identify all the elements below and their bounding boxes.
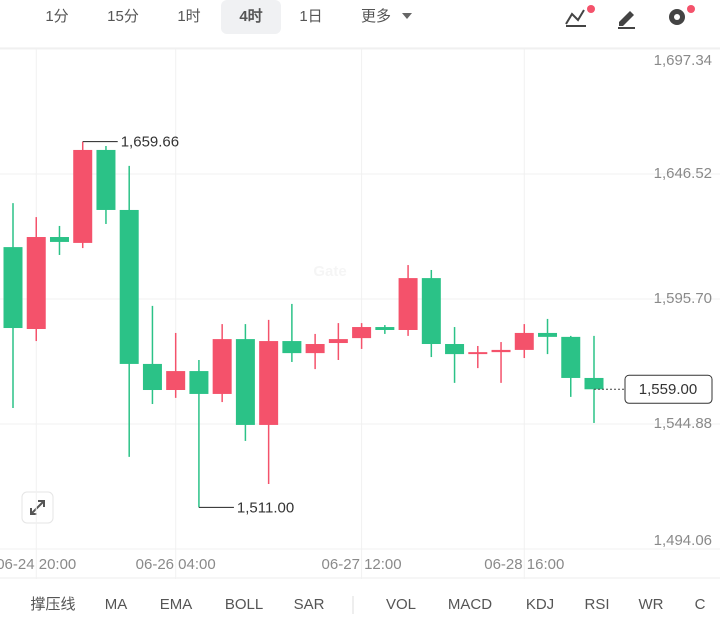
badge: [687, 5, 695, 13]
high-label: 1,659.66: [121, 134, 179, 151]
candle-body: [352, 327, 372, 339]
candle-body: [3, 247, 23, 329]
candle-body: [538, 332, 558, 337]
candle-body: [212, 339, 232, 394]
candle-body: [142, 363, 162, 391]
expand-icon: [30, 500, 45, 515]
candle-body: [468, 352, 488, 355]
interval-tab[interactable]: 1时: [177, 8, 200, 25]
x-tick-label: 06-24 20:00: [0, 556, 76, 573]
candle-body: [26, 237, 46, 330]
candle-body: [259, 341, 279, 425]
candle-body: [491, 349, 511, 353]
candle-body: [235, 339, 255, 425]
badge: [587, 5, 595, 13]
indicator-tab[interactable]: SAR: [294, 596, 325, 613]
candle-body: [398, 278, 418, 330]
watermark: Gate: [313, 263, 346, 280]
y-tick-label: 1,544.88: [654, 415, 712, 432]
indicator-tab[interactable]: VOL: [386, 596, 416, 613]
interval-tab[interactable]: 更多: [361, 8, 391, 25]
draw-icon[interactable]: [618, 11, 635, 29]
indicator-tab[interactable]: BOLL: [225, 596, 263, 613]
candle-body: [166, 371, 186, 391]
x-tick-label: 06-27 12:00: [322, 556, 402, 573]
candle-body: [375, 327, 395, 330]
candle-body: [282, 341, 302, 354]
indicator-tab[interactable]: MA: [105, 596, 128, 613]
interval-tab[interactable]: 1日: [299, 8, 322, 25]
low-label: 1,511.00: [237, 499, 294, 516]
y-tick-label: 1,595.70: [654, 290, 712, 307]
candle-body: [189, 371, 209, 394]
x-tick-label: 06-26 04:00: [136, 556, 216, 573]
candle-body: [96, 149, 116, 210]
x-tick-label: 06-28 16:00: [484, 556, 564, 573]
interval-tab[interactable]: 4时: [239, 8, 262, 25]
indicator-icon[interactable]: [565, 9, 586, 27]
candle-body: [119, 209, 139, 364]
selected-interval-bg: [221, 0, 281, 34]
interval-tab[interactable]: 1分: [45, 8, 68, 25]
candle-body: [328, 339, 348, 344]
candle-body: [514, 332, 534, 350]
indicator-tab[interactable]: KDJ: [526, 596, 554, 613]
candle-body: [445, 344, 465, 355]
candle-body: [49, 237, 69, 242]
indicator-tab[interactable]: EMA: [160, 596, 193, 613]
last-price-label: 1,559.00: [639, 381, 697, 398]
interval-tab[interactable]: 15分: [107, 8, 139, 25]
indicator-tab[interactable]: RSI: [584, 596, 609, 613]
candle-body: [561, 336, 581, 378]
y-tick-label: 1,494.06: [654, 532, 712, 549]
y-tick-label: 1,646.52: [654, 165, 712, 182]
candle-body: [421, 278, 441, 345]
settings-icon[interactable]: [669, 9, 685, 25]
indicator-tab[interactable]: MACD: [448, 596, 492, 613]
candle-body: [584, 377, 604, 390]
last-price-box: [624, 374, 713, 404]
indicator-tab[interactable]: WR: [639, 596, 664, 613]
more-caret: [402, 13, 412, 19]
indicator-tab[interactable]: 撑压线: [30, 596, 75, 613]
y-tick-label: 1,697.34: [654, 52, 712, 69]
candle-body: [305, 344, 325, 354]
candle-body: [73, 149, 93, 243]
indicator-tab[interactable]: C: [695, 596, 706, 613]
